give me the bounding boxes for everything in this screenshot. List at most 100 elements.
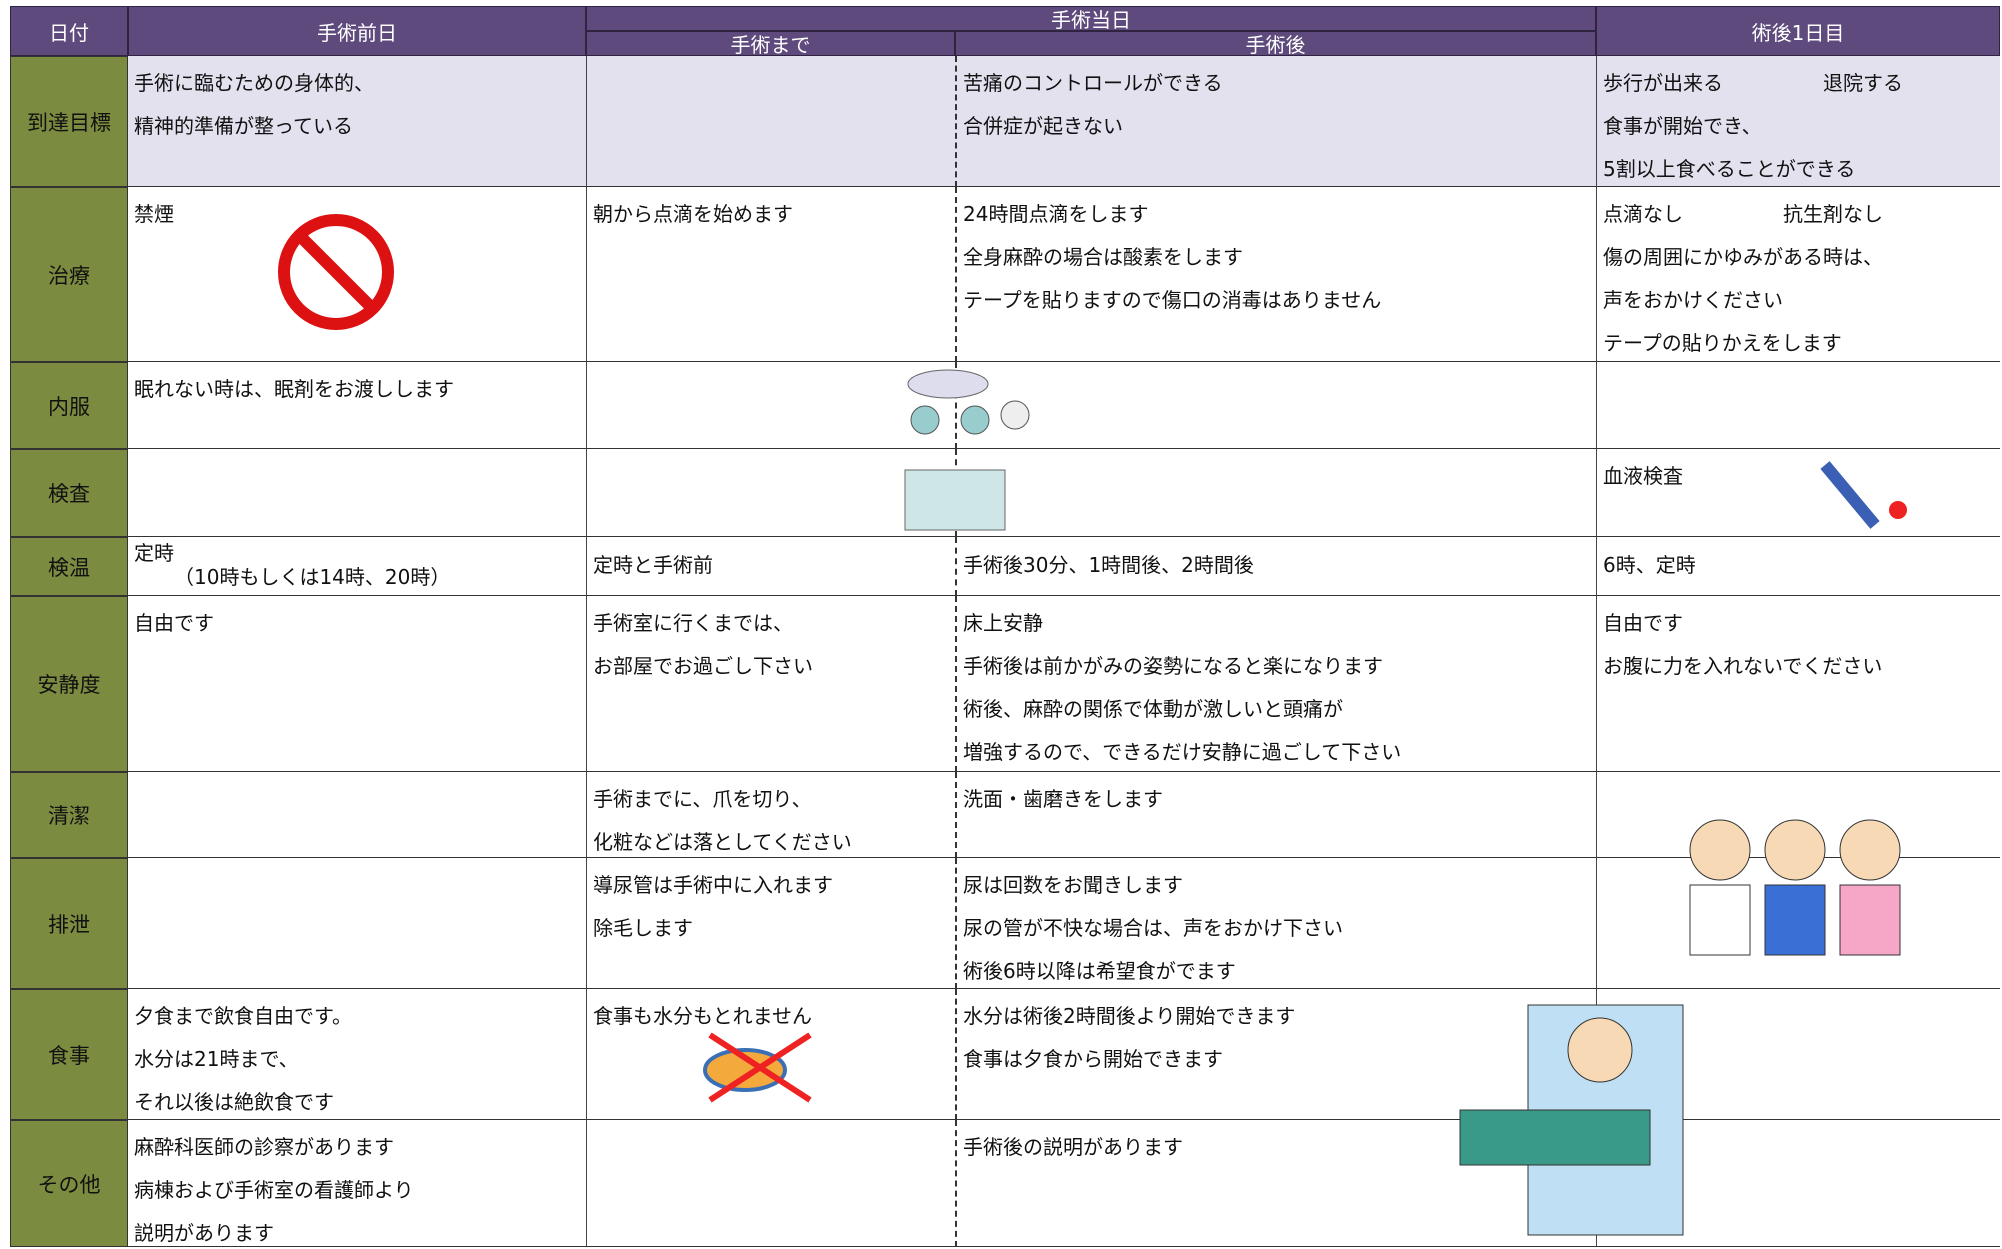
cell: 眠れない時は、眠剤をお渡しします <box>128 362 586 449</box>
cell <box>955 362 1596 449</box>
cell-line: お腹に力を入れないでください <box>1603 654 1883 678</box>
cell-line: 血液検査 <box>1603 464 1683 488</box>
no-smoking-icon <box>278 214 394 330</box>
cell: 歩行が出来る 退院する 食事が開始でき、 5割以上食べることができる <box>1596 56 2000 187</box>
cell-line: 化粧などは落としてください <box>593 830 852 854</box>
cell <box>1596 362 2000 449</box>
header-date: 日付 <box>10 6 128 56</box>
cell: 血液検査 <box>1596 449 2000 537</box>
cell-line: 眠れない時は、眠剤をお渡しします <box>134 377 454 401</box>
cell: 導尿管は手術中に入れます 除毛します <box>586 858 955 989</box>
cell-line: 洗面・歯磨きをします <box>963 787 1163 811</box>
cell <box>128 858 586 989</box>
row-label: 内服 <box>10 362 128 449</box>
cell <box>1596 858 2000 989</box>
cell: 水分は術後2時間後より開始できます 食事は夕食から開始できます <box>955 989 1596 1120</box>
cell: 手術に臨むための身体的、 精神的準備が整っている <box>128 56 586 187</box>
cell-text: 抗生剤なし <box>1783 202 1883 226</box>
cell: 食事も水分もとれません <box>586 989 955 1120</box>
cell: 苦痛のコントロールができる 合併症が起きない <box>955 56 1596 187</box>
cell-line: 点滴なし 抗生剤なし <box>1603 193 1994 236</box>
syringe-icon <box>1820 461 1907 529</box>
cell-line: テープを貼りますので傷口の消毒はありません <box>963 288 1382 312</box>
row-label: 排泄 <box>10 858 128 989</box>
cell: 定時と手術前 <box>586 537 955 596</box>
cell-line: 自由です <box>134 611 214 635</box>
cell-line: 手術後30分、1時間後、2時間後 <box>963 553 1254 577</box>
cell: 朝から点滴を始めます <box>586 187 955 362</box>
cell-text: 歩行が出来る <box>1603 71 1723 95</box>
cell-text: 点滴なし <box>1603 202 1683 226</box>
cell-line: 自由です <box>1603 611 1683 635</box>
cell-line: 定時 <box>134 541 174 565</box>
cell-line: それ以後は絶飲食です <box>134 1090 334 1114</box>
header-pre-day: 手術前日 <box>128 6 586 56</box>
cell: 定時 （10時もしくは14時、20時） <box>128 537 586 596</box>
cell <box>128 449 586 537</box>
cell-line: テープの貼りかえをします <box>1603 331 1842 355</box>
cell-line: 手術後の説明があります <box>963 1135 1183 1159</box>
cell-line: 導尿管は手術中に入れます <box>593 873 833 897</box>
row-label: 到達目標 <box>10 56 128 187</box>
no-meal-icon <box>703 1032 812 1103</box>
cell-line: 傷の周囲にかゆみがある時は、 <box>1603 245 1883 269</box>
patient-meal-icon <box>1459 1004 1684 1236</box>
cell <box>586 362 955 449</box>
cell: 24時間点滴をします全身麻酔の場合は酸素をしますテープを貼りますので傷口の消毒は… <box>955 187 1596 362</box>
cell: 自由ですお腹に力を入れないでください <box>1596 596 2000 772</box>
cell-line: （10時もしくは14時、20時） <box>174 565 451 589</box>
cell: 手術後30分、1時間後、2時間後 <box>955 537 1596 596</box>
row-label: 食事 <box>10 989 128 1120</box>
cell: 禁煙 <box>128 187 586 362</box>
cell-line: 歩行が出来る 退院する <box>1603 62 1994 105</box>
cell-line: 定時と手術前 <box>593 553 713 577</box>
cell <box>586 56 955 187</box>
cell-text: 退院する <box>1823 71 1903 95</box>
header-post-day1: 術後1日目 <box>1596 6 2000 56</box>
cell-line: 禁煙 <box>134 202 174 226</box>
cell-line: 5割以上食べることができる <box>1603 157 1856 181</box>
cell-line: 食事は夕食から開始できます <box>963 1047 1223 1071</box>
cell-line: 術後6時以降は希望食がでます <box>963 959 1236 983</box>
cell-line: 説明があります <box>134 1221 274 1245</box>
row-label: 検査 <box>10 449 128 537</box>
cell-line: 病棟および手術室の看護師より <box>134 1178 414 1202</box>
row-label: その他 <box>10 1120 128 1247</box>
header-before-op: 手術まで <box>586 31 955 57</box>
cell: 自由です <box>128 596 586 772</box>
cell-line: 手術に臨むための身体的、 <box>134 71 374 95</box>
cell-line: 床上安静 <box>963 611 1043 635</box>
cell-line: 苦痛のコントロールができる <box>963 71 1223 95</box>
cell-line: 尿の管が不快な場合は、声をおかけ下さい <box>963 916 1343 940</box>
cell-line: 手術室に行くまでは、 <box>593 611 793 635</box>
cell-line: 食事も水分もとれません <box>593 1004 812 1028</box>
operating-room-icon <box>904 369 1030 531</box>
cell-line: 24時間点滴をします <box>963 202 1149 226</box>
cell: 手術室に行くまでは、 お部屋でお過ごし下さい <box>586 596 955 772</box>
cell <box>586 449 955 537</box>
cell-line: 6時、定時 <box>1603 553 1696 577</box>
cell: 6時、定時 <box>1596 537 2000 596</box>
cell-line: 全身麻酔の場合は酸素をします <box>963 245 1243 269</box>
cell-line: 合併症が起きない <box>963 114 1123 138</box>
cell: 尿は回数をお聞きします 尿の管が不快な場合は、声をおかけ下さい 術後6時以降は希望食… <box>955 858 1596 989</box>
cell-line: 声をおかけください <box>1603 288 1783 312</box>
cell-line: 手術後は前かがみの姿勢になると楽になります <box>963 654 1383 678</box>
cell-line: 除毛します <box>593 916 693 940</box>
cell: 夕食まで飲食自由です。 水分は21時まで、 それ以後は絶飲食です <box>128 989 586 1120</box>
cell: 床上安静手術後は前かがみの姿勢になると楽になります 術後、麻酔の関係で体動が激しい… <box>955 596 1596 772</box>
cell: 麻酔科医師の診察があります 病棟および手術室の看護師より 説明があります <box>128 1120 586 1247</box>
cell-line: 夕食まで飲食自由です。 <box>134 1004 352 1028</box>
cell <box>128 772 586 858</box>
cell-line: 増強するので、できるだけ安静に過ごして下さい <box>963 740 1402 764</box>
cell-line: 術後、麻酔の関係で体動が激しいと頭痛が <box>963 697 1343 721</box>
cell: 点滴なし 抗生剤なし傷の周囲にかゆみがある時は、 声をおかけくださいテープの貼りかえ… <box>1596 187 2000 362</box>
cell-line: 朝から点滴を始めます <box>593 202 793 226</box>
cell-line: 水分は術後2時間後より開始できます <box>963 1004 1296 1028</box>
staff-icon <box>1689 819 1901 956</box>
cell: 洗面・歯磨きをします <box>955 772 1596 858</box>
header-after-op: 手術後 <box>955 31 1596 57</box>
cell: 手術後の説明があります <box>955 1120 1596 1247</box>
cell-line: 手術までに、爪を切り、 <box>593 787 812 811</box>
